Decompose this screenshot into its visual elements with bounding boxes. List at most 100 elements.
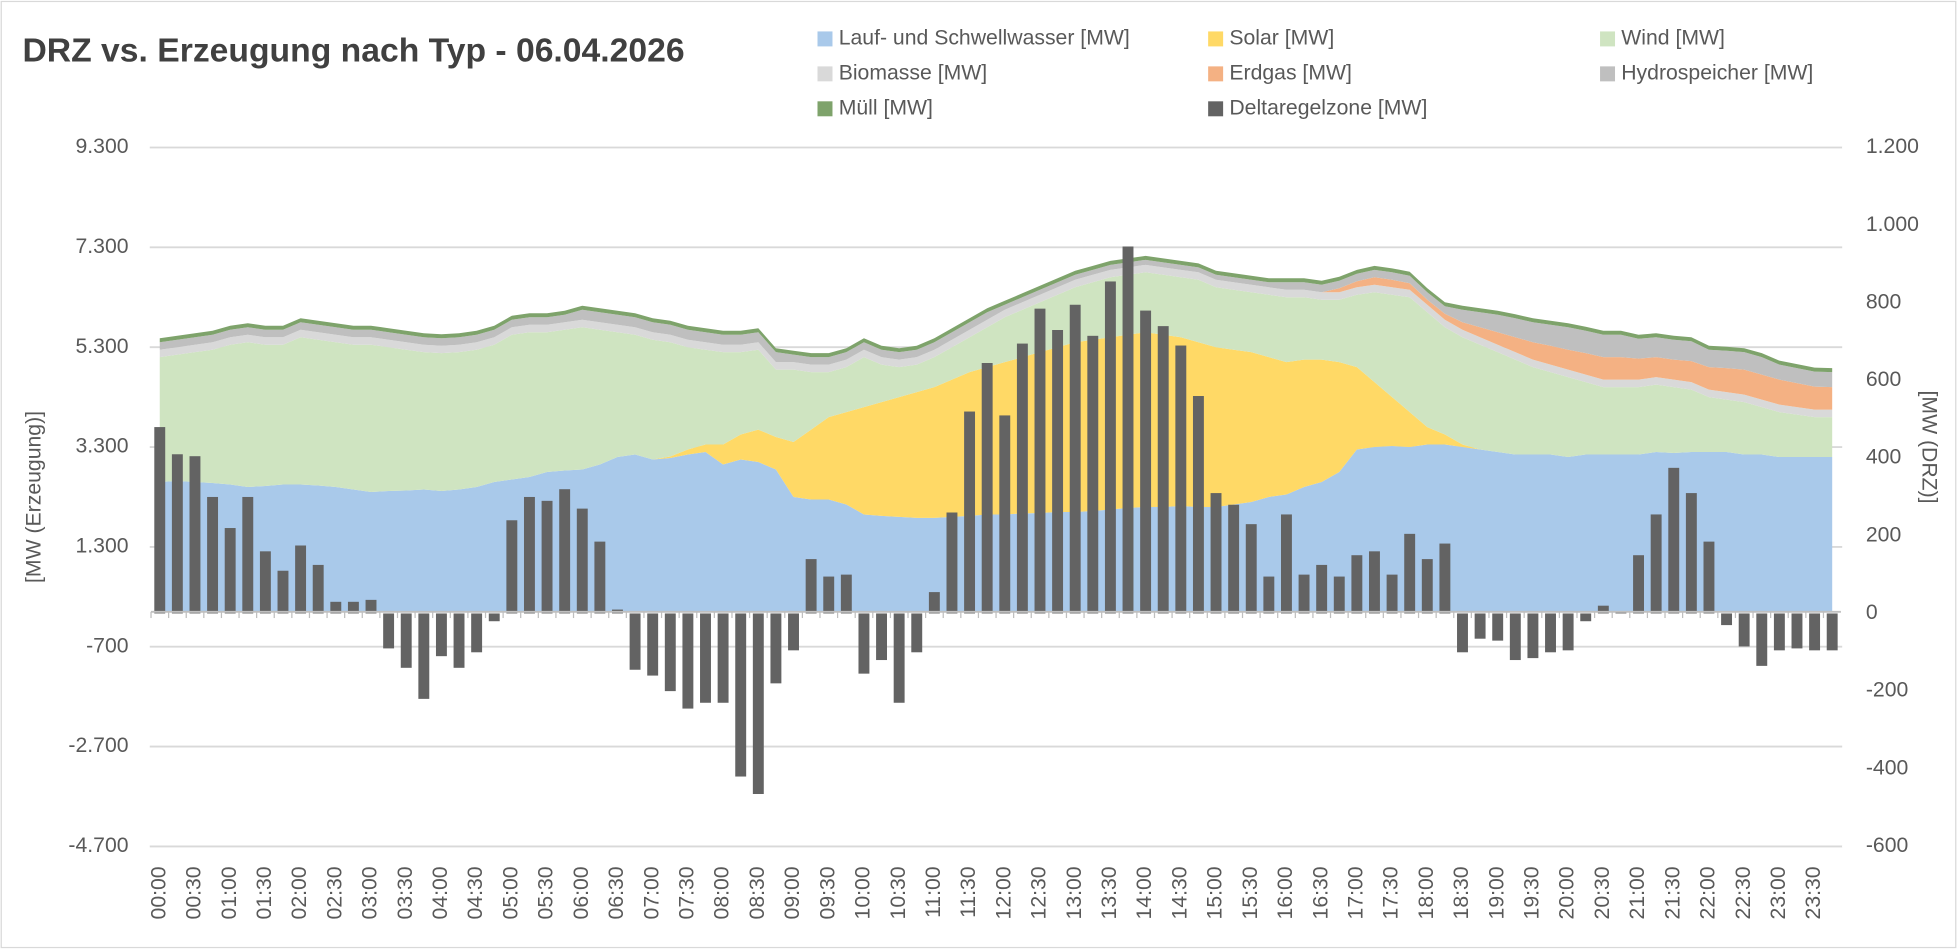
bar	[964, 411, 976, 614]
x-tick-label: 01:30	[253, 866, 276, 919]
y-tick-label: 9.300	[75, 135, 128, 158]
legend-label: Biomasse [MW]	[839, 61, 987, 84]
bar	[1650, 514, 1662, 614]
bar	[1351, 555, 1363, 614]
y2-tick-label: 1.200	[1866, 135, 1919, 158]
x-tick-label: 11:30	[957, 866, 980, 918]
x-tick-label: 22:00	[1697, 866, 1720, 919]
bar	[1809, 613, 1821, 651]
bar	[295, 545, 307, 614]
x-tick-label: 07:00	[640, 866, 663, 919]
bar	[664, 613, 676, 692]
legend-label: Lauf- und Schwellwasser [MW]	[839, 27, 1130, 50]
x-tick-label: 01:00	[218, 866, 241, 919]
bar	[876, 613, 888, 661]
bar	[981, 363, 993, 614]
bar	[154, 427, 166, 614]
bar	[1492, 613, 1504, 641]
bar	[840, 574, 852, 614]
x-tick-label: 18:00	[1415, 866, 1438, 919]
x-tick-label: 14:00	[1133, 866, 1156, 919]
bar	[259, 551, 271, 614]
bar	[752, 613, 764, 795]
y-tick-label: 7.300	[75, 235, 128, 258]
y2-tick-label: -400	[1866, 756, 1908, 779]
x-tick-label: 20:00	[1556, 866, 1579, 919]
y2-tick-label: 0	[1866, 601, 1878, 624]
bar	[1228, 504, 1240, 614]
bar	[1457, 613, 1468, 653]
bar	[365, 599, 377, 614]
bar	[435, 613, 447, 657]
y2-tick-label: 600	[1866, 368, 1901, 391]
bar	[1703, 541, 1715, 614]
legend-label: Deltaregelzone [MW]	[1229, 96, 1427, 119]
y2-tick-label: 1.000	[1866, 213, 1919, 236]
x-tick-label: 04:00	[429, 866, 452, 919]
x-tick-label: 06:30	[605, 866, 628, 919]
bar	[1386, 574, 1398, 614]
bar	[858, 613, 870, 674]
y2-tick-label: 400	[1866, 446, 1901, 469]
x-tick-label: 19:30	[1521, 866, 1544, 919]
legend-label: Müll [MW]	[839, 96, 933, 119]
bar	[770, 613, 782, 684]
bar	[1140, 310, 1152, 614]
bar	[647, 613, 659, 676]
y2-tick-label: -200	[1866, 679, 1908, 702]
bar	[189, 456, 201, 614]
bar	[453, 613, 465, 668]
bar	[383, 613, 395, 649]
bar	[1104, 281, 1116, 614]
x-tick-label: 09:00	[781, 866, 804, 919]
x-tick-label: 03:30	[394, 866, 417, 919]
x-tick-label: 19:00	[1485, 866, 1508, 919]
x-tick-label: 10:30	[887, 866, 910, 919]
legend-swatch	[1600, 66, 1616, 82]
y2-tick-label: -600	[1866, 834, 1908, 857]
bar	[1157, 326, 1169, 614]
bar	[488, 613, 500, 622]
y-tick-label: 1.300	[75, 534, 128, 557]
bar	[629, 613, 641, 670]
x-tick-label: 20:30	[1591, 866, 1614, 919]
bar	[1192, 396, 1204, 614]
bar	[805, 559, 817, 614]
legend-swatch	[817, 101, 833, 117]
y2-axis-title: [MW (DRZ)]	[1918, 391, 1941, 504]
bar	[1333, 576, 1345, 614]
x-tick-label: 09:30	[816, 866, 839, 919]
bar	[1175, 345, 1187, 614]
bar	[1597, 605, 1609, 614]
area-series	[159, 255, 1833, 373]
x-tick-label: 16:30	[1309, 866, 1332, 919]
chart-title: DRZ vs. Erzeugung nach Typ - 06.04.2026	[22, 33, 684, 70]
bar	[1016, 343, 1028, 614]
bar	[1404, 533, 1416, 614]
bar	[1245, 524, 1257, 614]
x-tick-label: 13:30	[1098, 866, 1121, 919]
x-tick-label: 06:00	[570, 866, 593, 919]
bar	[1439, 543, 1451, 614]
x-tick-label: 14:30	[1168, 866, 1191, 919]
bar	[559, 489, 571, 614]
y2-tick-label: 800	[1866, 290, 1901, 313]
bar	[1316, 564, 1328, 614]
bar	[312, 564, 324, 614]
bar	[330, 601, 342, 614]
bar	[1298, 574, 1310, 614]
bar	[594, 541, 606, 614]
bar	[928, 592, 940, 614]
bar	[911, 613, 923, 653]
y-tick-label: 3.300	[75, 435, 128, 458]
bar	[1052, 329, 1064, 614]
bar	[700, 613, 711, 703]
bar	[506, 520, 518, 614]
bar	[1633, 555, 1644, 614]
bar	[1773, 613, 1785, 651]
bar	[1791, 613, 1803, 649]
legend-swatch	[1600, 31, 1616, 47]
bar	[347, 601, 359, 614]
